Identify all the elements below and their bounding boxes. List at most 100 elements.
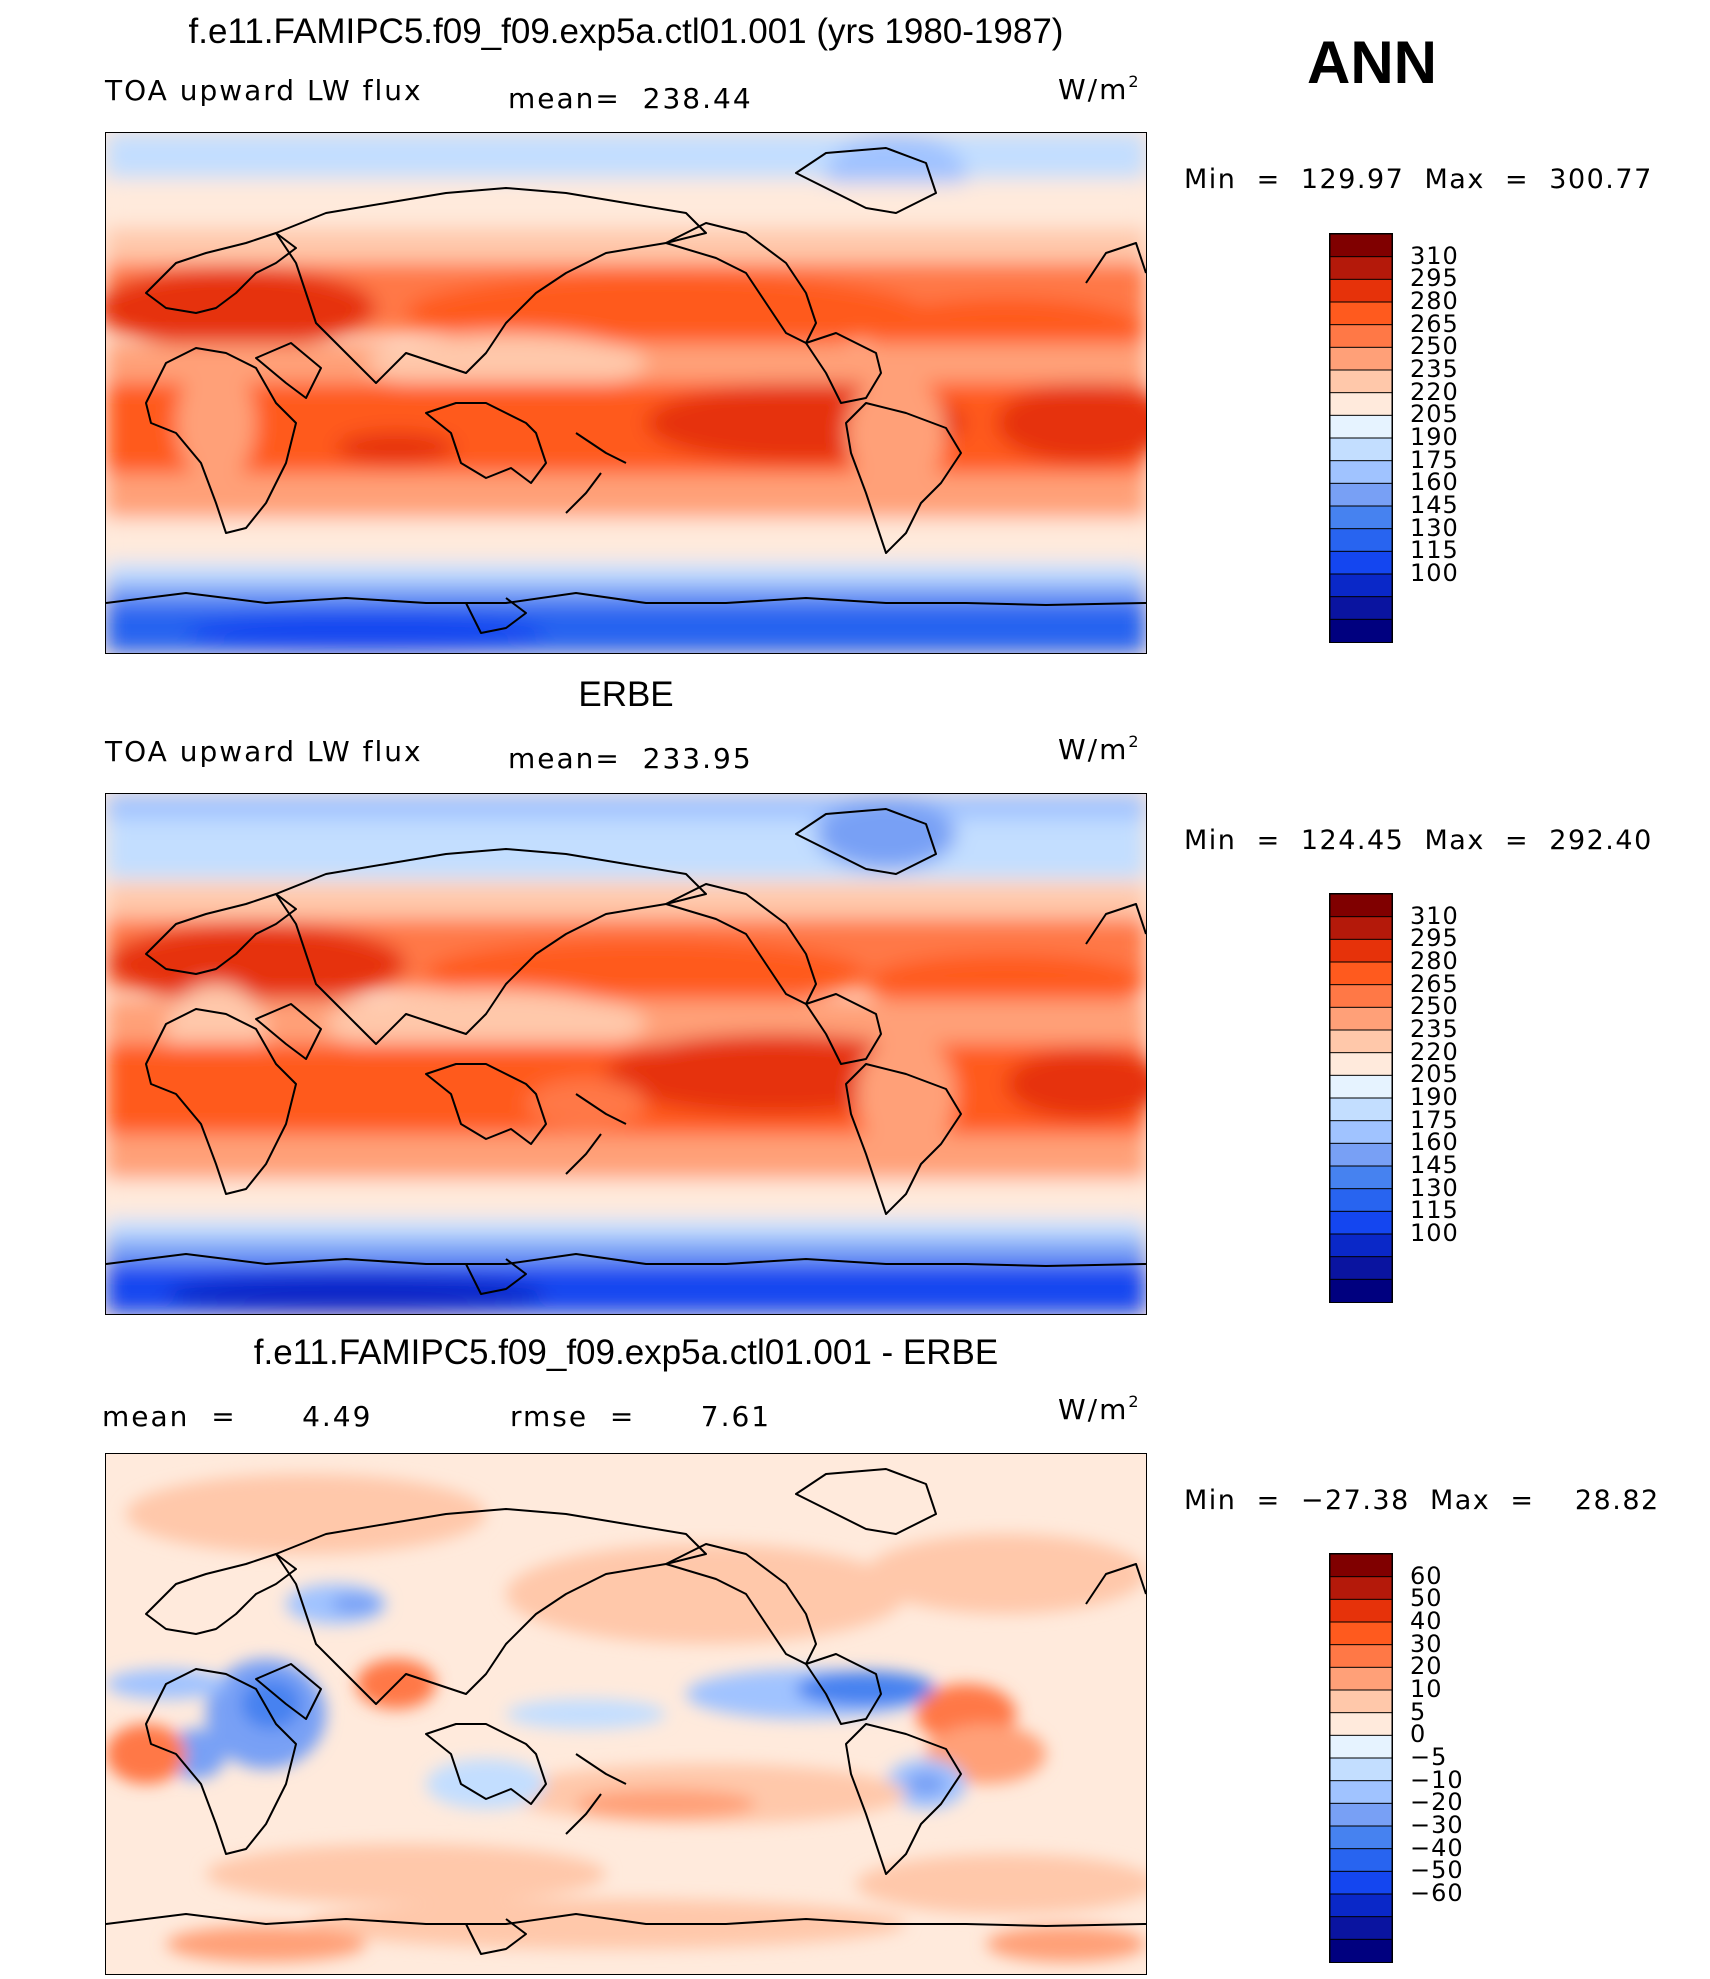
- colorbar-segment: [1330, 938, 1392, 964]
- colorbar-segment: [1330, 1233, 1392, 1258]
- colorbar-segment: [1330, 1802, 1392, 1828]
- panel-2-map: [105, 793, 1147, 1315]
- colorbar-segment: [1330, 550, 1392, 575]
- colorbar-tick-label: 60: [1410, 1561, 1443, 1590]
- colorbar-tick-label: 100: [1410, 559, 1459, 587]
- colorbar-segment: [1330, 278, 1392, 304]
- colorbar-segment: [1330, 1734, 1392, 1760]
- panel-3-minmax: Min = −27.38 Max = 28.82: [1184, 1485, 1660, 1516]
- colorbar-tick-label: 205: [1410, 1060, 1459, 1089]
- colorbar-segment: [1330, 1097, 1392, 1122]
- colorbar-tick-label: 160: [1410, 468, 1459, 497]
- colorbar-tick-label: 250: [1410, 992, 1459, 1021]
- colorbar-segment: [1330, 505, 1392, 530]
- colorbar-tick-label: 310: [1410, 241, 1459, 270]
- colorbar-tick-label: 130: [1410, 1173, 1459, 1202]
- panel-1-minmax: Min = 129.97 Max = 300.77: [1184, 164, 1653, 195]
- colorbar-segment: [1330, 596, 1392, 621]
- colorbar-segment: [1330, 1006, 1392, 1032]
- panel-2-units: W/m2: [1058, 732, 1139, 766]
- colorbar-tick-label: 0: [1410, 1720, 1427, 1749]
- colorbar-segment: [1330, 1757, 1392, 1782]
- colorbar-tick-label: 265: [1410, 309, 1459, 338]
- colorbar-tick-label: 10: [1410, 1675, 1443, 1703]
- colorbar-segment: [1330, 1938, 1392, 1962]
- colorbar-segment: [1330, 460, 1392, 485]
- colorbar-tick-label: −5: [1410, 1743, 1448, 1771]
- colorbar-tick-label: 205: [1410, 400, 1459, 429]
- panel-1-map: [105, 132, 1147, 654]
- colorbar-tick-label: 115: [1410, 1196, 1459, 1225]
- panel-3-rmse-label: rmse = 7.61: [510, 1400, 772, 1433]
- colorbar-segment: [1330, 392, 1392, 417]
- colorbar-segment: [1330, 1870, 1392, 1895]
- colorbar-tick-label: 175: [1410, 445, 1459, 474]
- colorbar-segment: [1330, 1916, 1392, 1941]
- colorbar-segment: [1330, 1029, 1392, 1054]
- colorbar-segment: [1330, 346, 1392, 372]
- colorbar-tick-label: 220: [1410, 377, 1459, 406]
- colorbar-segment: [1330, 1256, 1392, 1281]
- colorbar-segment: [1330, 1644, 1392, 1669]
- colorbar-segment: [1330, 1712, 1392, 1737]
- colorbar-segment: [1330, 324, 1392, 349]
- colorbar-segment: [1330, 1188, 1392, 1213]
- panel-2-variable-label: TOA upward LW flux: [105, 735, 423, 768]
- colorbar-segment: [1330, 1825, 1392, 1850]
- colorbar-tick-label: 100: [1410, 1219, 1459, 1247]
- colorbar-tick-label: 265: [1410, 969, 1459, 998]
- panel-1-variable-label: TOA upward LW flux: [105, 74, 423, 107]
- colorbar-segment: [1330, 1142, 1392, 1168]
- panel-3-colorbar: [1329, 1553, 1393, 1963]
- colorbar-segment: [1330, 1052, 1392, 1077]
- colorbar-segment: [1330, 1598, 1392, 1624]
- panel-1-colorbar: [1329, 233, 1393, 643]
- colorbar-tick-label: −20: [1410, 1788, 1464, 1817]
- colorbar-tick-label: 20: [1410, 1652, 1443, 1681]
- colorbar-segment: [1330, 301, 1392, 326]
- colorbar-segment: [1330, 1278, 1392, 1302]
- panel-3-map: [105, 1453, 1147, 1975]
- colorbar-tick-label: 280: [1410, 947, 1459, 975]
- panel-1-mean-label: mean= 238.44: [508, 82, 753, 115]
- panel-3-title: f.e11.FAMIPC5.f09_f09.exp5a.ctl01.001 - …: [253, 1333, 999, 1372]
- panel-2-title: ERBE: [578, 675, 674, 714]
- colorbar-tick-label: 280: [1410, 287, 1459, 315]
- panel-2-mean-label: mean= 233.95: [508, 742, 753, 775]
- colorbar-tick-label: 160: [1410, 1128, 1459, 1157]
- colorbar-tick-label: 30: [1410, 1629, 1443, 1658]
- colorbar-tick-label: −60: [1410, 1879, 1464, 1907]
- colorbar-segment: [1330, 256, 1392, 281]
- colorbar-tick-label: 295: [1410, 264, 1459, 293]
- colorbar-tick-label: 145: [1410, 491, 1459, 519]
- colorbar-tick-label: 295: [1410, 924, 1459, 953]
- colorbar-segment: [1330, 369, 1392, 394]
- colorbar-segment: [1330, 618, 1392, 642]
- colorbar-tick-label: 175: [1410, 1105, 1459, 1134]
- colorbar-tick-label: 190: [1410, 1083, 1459, 1111]
- colorbar-segment: [1330, 1210, 1392, 1235]
- colorbar-tick-label: 220: [1410, 1037, 1459, 1066]
- colorbar-segment: [1330, 961, 1392, 986]
- colorbar-segment: [1330, 1165, 1392, 1190]
- panel-3-units: W/m2: [1058, 1392, 1139, 1426]
- colorbar-segment: [1330, 984, 1392, 1009]
- colorbar-segment: [1330, 234, 1392, 258]
- colorbar-segment: [1330, 1780, 1392, 1805]
- colorbar-segment: [1330, 1576, 1392, 1601]
- colorbar-tick-label: −10: [1410, 1765, 1464, 1794]
- colorbar-segment: [1330, 1554, 1392, 1578]
- colorbar-segment: [1330, 1689, 1392, 1714]
- panel-1-units: W/m2: [1058, 72, 1139, 106]
- colorbar-tick-label: 190: [1410, 423, 1459, 451]
- season-label: ANN: [1307, 29, 1437, 96]
- colorbar-tick-label: −30: [1410, 1811, 1464, 1839]
- colorbar-segment: [1330, 1621, 1392, 1646]
- colorbar-segment: [1330, 437, 1392, 462]
- colorbar-tick-label: −50: [1410, 1856, 1464, 1885]
- colorbar-tick-label: 235: [1410, 1015, 1459, 1043]
- colorbar-tick-label: −40: [1410, 1833, 1464, 1862]
- panel-3-mean-label: mean = 4.49: [102, 1400, 373, 1433]
- colorbar-tick-label: 310: [1410, 901, 1459, 930]
- colorbar-tick-label: 115: [1410, 536, 1459, 565]
